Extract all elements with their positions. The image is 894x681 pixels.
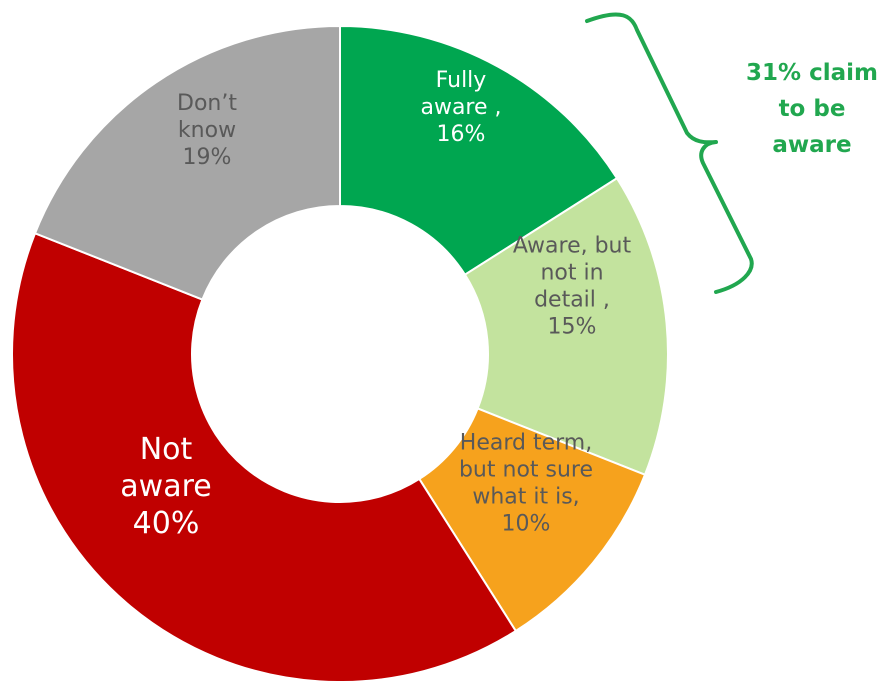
slice-label-line: detail , [534,288,610,313]
slice-label-line: 10% [502,512,551,537]
donut-slice-4 [33,24,341,301]
donut-slices [11,24,669,681]
slice-label-line: what it is, [472,485,579,510]
slice-label-line: Not [140,432,193,467]
slice-label-line: Fully [436,68,487,93]
slice-label-3: Not aware 40% [120,432,211,541]
slice-label-line: 19% [183,145,232,170]
slice-label-line: know [178,118,236,143]
slice-label-4: Don’t know 19% [177,91,237,170]
donut-slice-3 [11,231,518,681]
slice-label-line: 40% [133,506,200,541]
slice-label-line: not in [540,261,603,286]
slice-label-line: Aware, but [513,234,632,259]
annotation-line: to be [779,96,846,122]
slice-label-line: Heard term, [460,431,592,456]
donut-slice-0 [339,24,619,277]
annotation-bracket [585,12,754,294]
slice-labels: Fully aware , 16%Aware, but not in detail ,1… [120,68,631,541]
annotation-line: 31% claim [746,60,878,86]
slice-label-line: but not sure [459,458,593,483]
slice-label-line: aware [120,469,211,504]
slice-label-line: aware , [420,95,501,120]
slice-label-1: Aware, but not in detail , 15% [513,234,632,340]
annotation-text: 31% claim to be aware [746,60,878,158]
donut-slice-1 [463,176,669,477]
slice-label-line: 15% [548,315,597,340]
slice-label-0: Fully aware , 16% [420,68,501,147]
annotation-line: aware [772,132,851,158]
slice-label-line: Don’t [177,91,237,116]
slice-label-line: 16% [437,122,486,147]
slice-label-2: Heard term, but not sure what it is, 10% [459,431,593,537]
